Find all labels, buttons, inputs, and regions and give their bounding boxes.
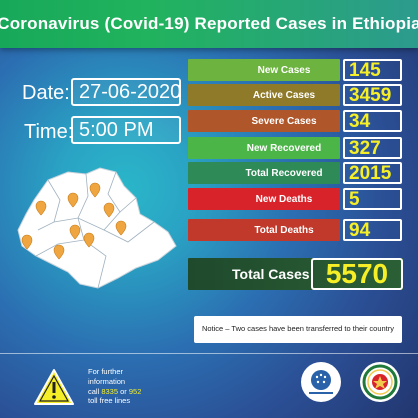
stat-value: 5 [343,188,402,210]
total-cases-bar [188,258,403,290]
stat-row-active-cases: Active Cases 3459 [188,84,402,106]
stat-row-new-cases: New Cases 145 [188,59,402,81]
map-pin-icon [53,244,65,260]
stat-row-total-recovered: Total Recovered 2015 [188,162,402,184]
map-pin-icon [103,202,115,218]
map-pin-icon [35,200,47,216]
footer-divider [0,353,418,354]
stat-value: 34 [343,110,402,132]
public-health-institute-logo [301,362,341,402]
hotline-info: For further information call 8335 or 952… [88,367,141,406]
stat-row-total-deaths: Total Deaths 94 [188,219,402,241]
hotline-line-4: toll free lines [88,396,131,406]
total-cases-value: 5570 [311,258,403,290]
stat-bar: Total Deaths [188,219,340,241]
date-value-box: 27-06-2020 [71,78,181,106]
stat-value: 2015 [343,162,402,184]
hotline-or: or [118,386,129,396]
notice-box: Notice – Two cases have been transferred… [194,316,402,343]
stat-bar: Active Cases [188,84,340,106]
map-pin-icon [67,192,79,208]
map-pin-icon [89,182,101,198]
date-value: 27-06-2020 [79,80,182,103]
stat-bar: New Cases [188,59,340,81]
date-label: Date: [22,82,70,104]
stat-row-new-recovered: New Recovered 327 [188,137,402,159]
stat-value: 3459 [343,84,402,106]
stat-row-severe-cases: Severe Cases 34 [188,110,402,132]
header-banner: Coronavirus (Covid-19) Reported Cases in… [0,0,418,48]
stat-value: 145 [343,59,402,81]
stat-value: 327 [343,137,402,159]
stat-value: 94 [343,219,402,241]
hotline-line-3: call 8335 or 952 [88,387,141,397]
time-label: Time: [24,121,74,143]
stat-row-new-deaths: New Deaths 5 [188,188,402,210]
hotline-number-1: 8335 [101,386,119,396]
stat-bar: Severe Cases [188,110,340,132]
total-cases-label: Total Cases [232,266,310,282]
map-pin-icon [69,224,81,240]
ethiopia-map [17,167,177,289]
ministry-of-health-logo [360,362,400,402]
region-borders [35,171,155,289]
hotline-line-2: information [88,376,126,386]
stat-bar: Total Recovered [188,162,340,184]
map-pins [21,182,127,260]
map-pin-icon [21,234,33,250]
stat-bar: New Deaths [188,188,340,210]
page-title: Coronavirus (Covid-19) Reported Cases in… [0,14,418,33]
stat-bar: New Recovered [188,137,340,159]
time-value-box: 5:00 PM [71,116,181,144]
map-pin-icon [83,232,95,248]
hotline-line-1: For further [88,367,124,376]
warning-triangle-icon [34,369,74,405]
hotline-call-prefix: call [88,386,102,396]
hotline-number-2: 952 [128,386,142,396]
time-value: 5:00 PM [79,118,154,141]
ethiopia-map-outline [17,167,177,289]
map-pin-icon [115,220,127,236]
